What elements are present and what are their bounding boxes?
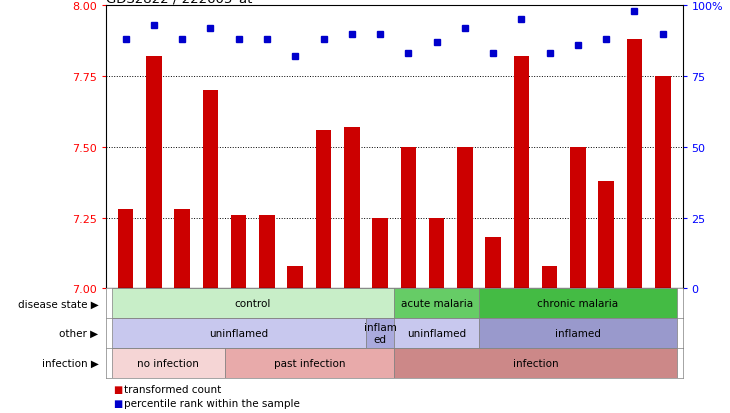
Bar [316,131,331,413]
Bar [570,147,585,413]
Text: infection: infection [512,358,558,368]
Bar [259,215,274,413]
Bar [394,289,479,318]
Bar [514,57,529,413]
Bar [655,77,671,413]
Bar [288,266,303,413]
Bar [479,289,677,318]
Bar [627,40,642,413]
Text: transformed count: transformed count [124,385,221,394]
Bar [599,181,614,413]
Text: no infection: no infection [137,358,199,368]
Text: disease state ▶: disease state ▶ [18,299,99,309]
Bar [112,318,366,348]
Bar [429,218,445,413]
Text: uninflamed: uninflamed [407,328,466,338]
Bar [457,147,472,413]
Text: ■: ■ [113,385,123,394]
Text: inflam
ed: inflam ed [364,323,396,344]
Bar [401,147,416,413]
Bar [394,348,677,378]
Bar [485,238,501,413]
Bar [174,209,190,413]
Bar [203,91,218,413]
Bar [112,289,394,318]
Bar [146,57,161,413]
Bar [394,318,479,348]
Text: percentile rank within the sample: percentile rank within the sample [124,398,300,408]
Text: ■: ■ [113,398,123,408]
Bar [231,215,247,413]
Text: acute malaria: acute malaria [401,299,472,309]
Bar [225,348,394,378]
Bar [118,209,134,413]
Bar [112,348,225,378]
Bar [372,218,388,413]
Text: other ▶: other ▶ [59,328,99,338]
Text: control: control [234,299,271,309]
Text: inflamed: inflamed [555,328,601,338]
Text: chronic malaria: chronic malaria [537,299,618,309]
Bar [542,266,558,413]
Text: uninflamed: uninflamed [210,328,269,338]
Text: infection ▶: infection ▶ [42,358,99,368]
Bar [479,318,677,348]
Bar [366,318,394,348]
Text: past infection: past infection [274,358,345,368]
Bar [344,128,360,413]
Text: GDS2822 / 222605_at: GDS2822 / 222605_at [106,0,253,5]
